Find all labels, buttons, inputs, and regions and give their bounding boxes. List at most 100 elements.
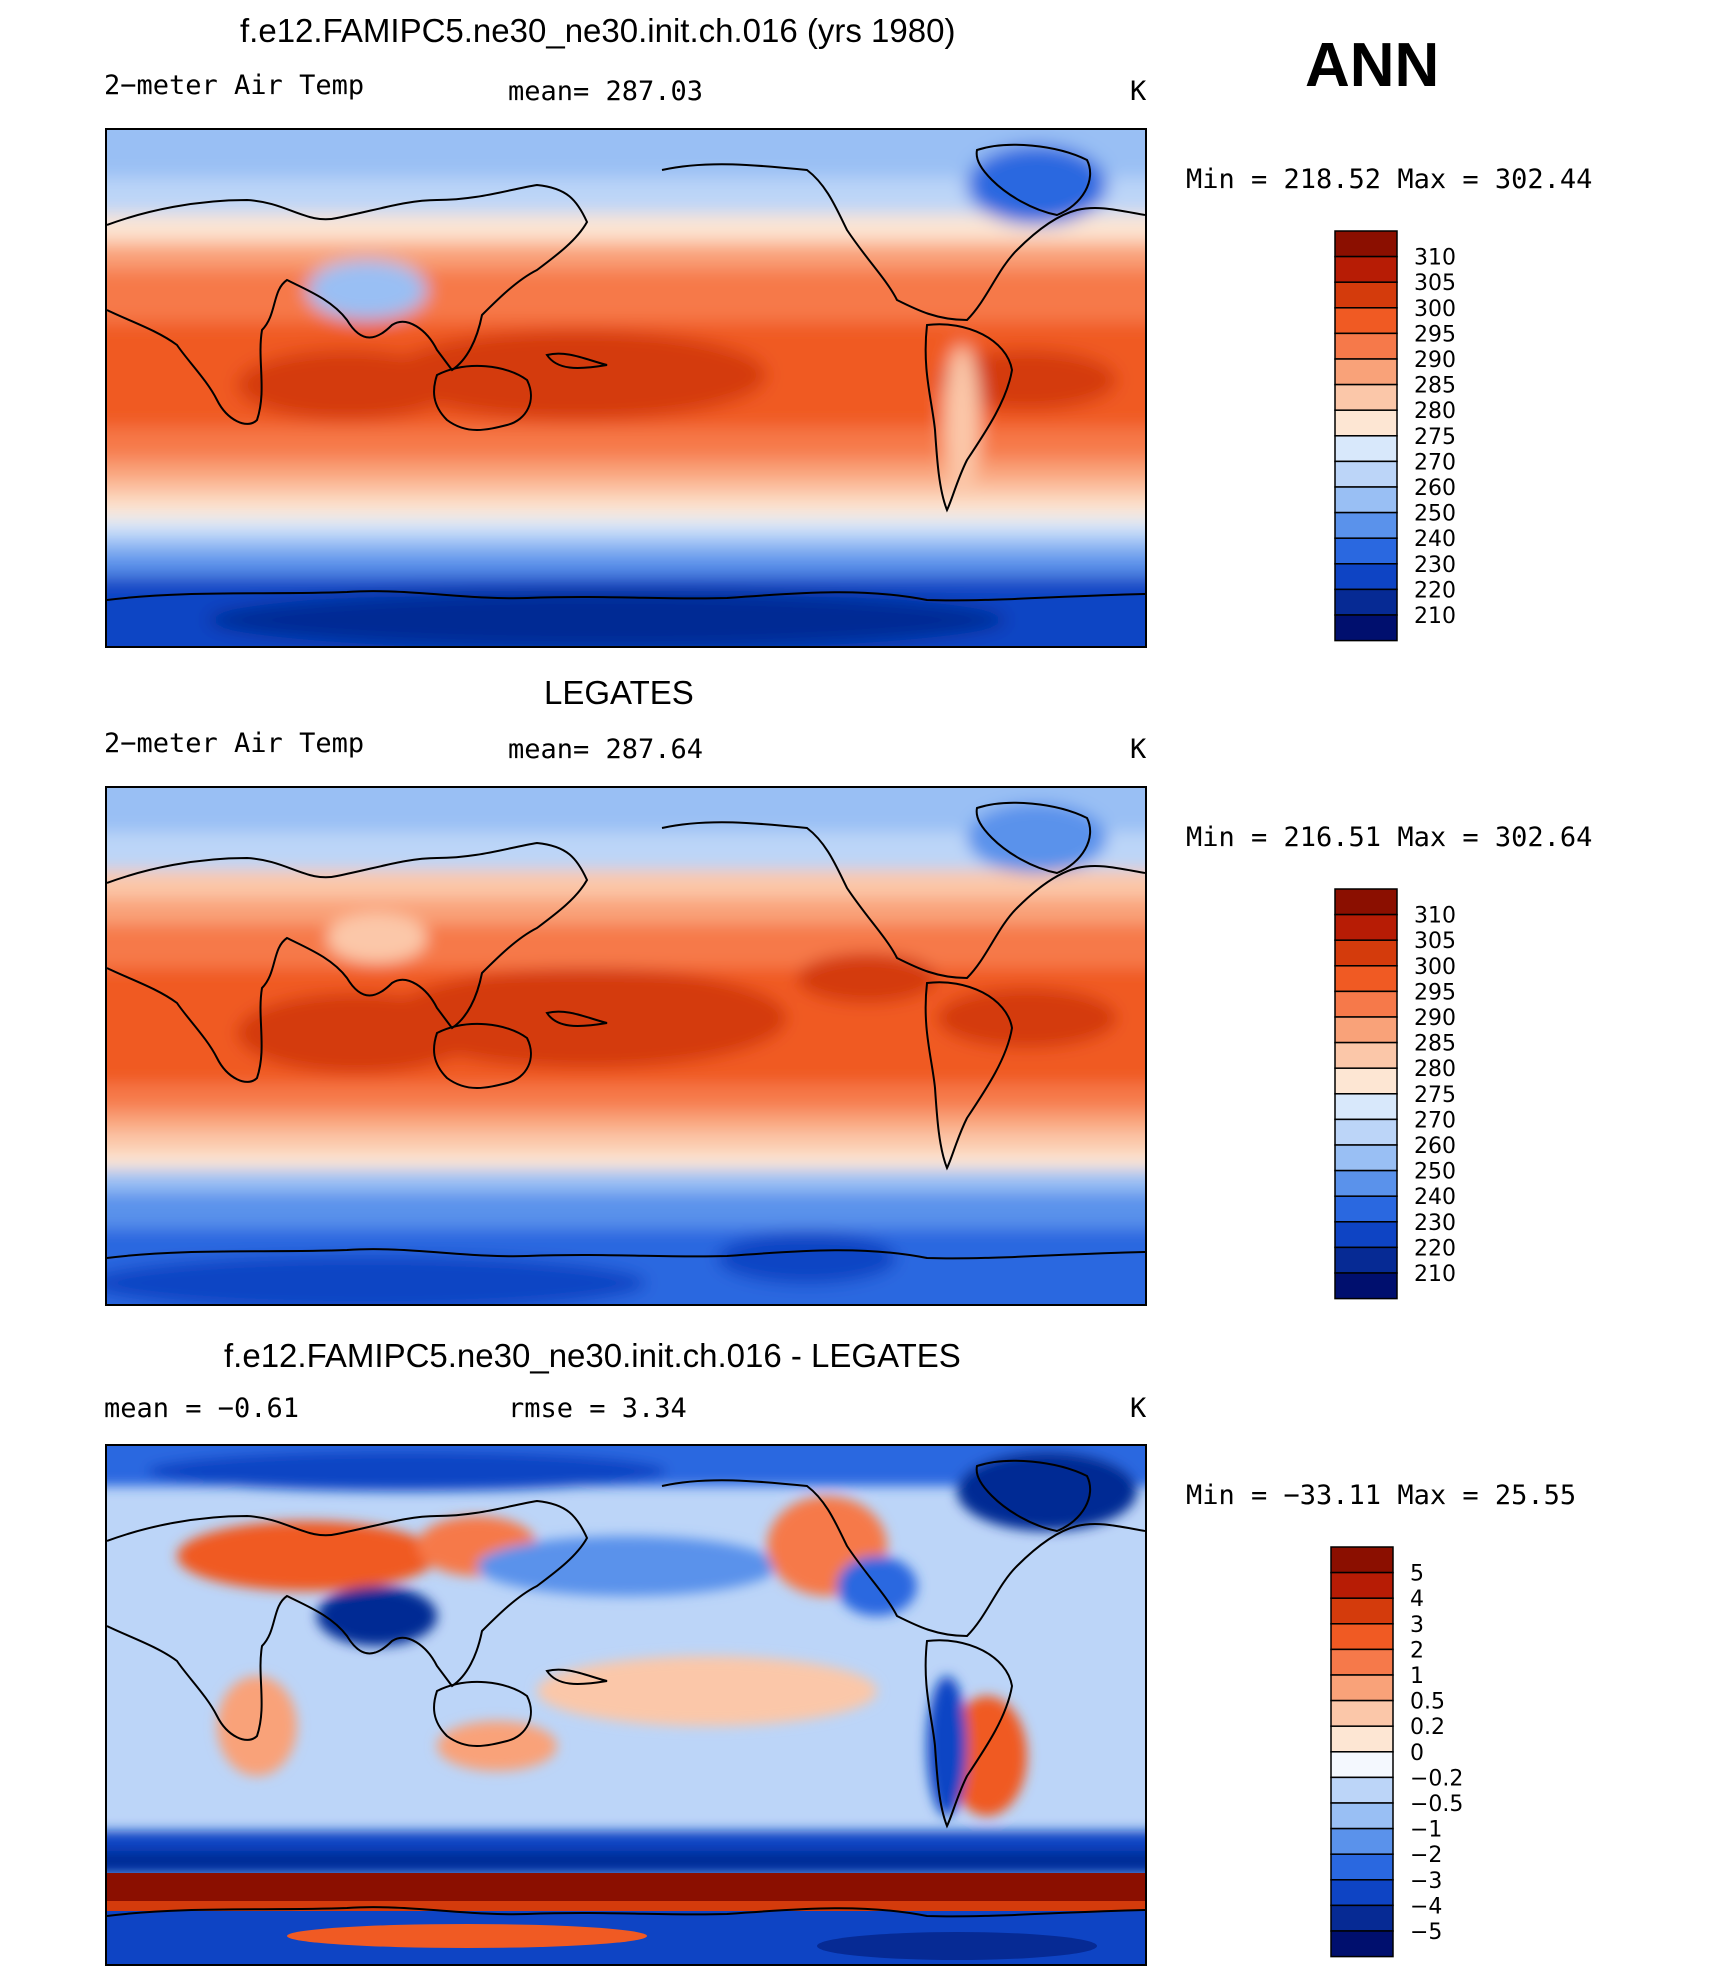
colorbar-svg: 3103053002952902852802752702602502402302…	[1334, 230, 1456, 642]
coastlines	[107, 1459, 1145, 1918]
colorbar-swatch	[1330, 1597, 1394, 1625]
panel2-minmax: Min = 216.51 Max = 302.64	[1186, 822, 1593, 853]
colorbar-tick-label: 295	[1414, 980, 1456, 1005]
colorbar-tick-label: 230	[1414, 553, 1456, 578]
colorbar-tick-label: 310	[1414, 246, 1456, 271]
colorbar-tick-label: 0	[1410, 1741, 1424, 1766]
colorbar-tick-label: 290	[1414, 348, 1456, 373]
colorbar-swatch	[1334, 1016, 1398, 1044]
band-tropics-north	[107, 924, 1145, 974]
colorbar-swatch	[1334, 435, 1398, 463]
colorbar-swatch	[1330, 1674, 1394, 1702]
colorbar-swatch	[1334, 1221, 1398, 1249]
colorbar-swatch	[1334, 1067, 1398, 1095]
colorbar-svg: 3103053002952902852802752702602502402302…	[1334, 888, 1456, 1300]
band-north-midlat-1	[107, 214, 1145, 244]
band-antarctic-coast-strong-positive	[107, 1873, 1145, 1903]
band-south-subpolar-1	[107, 518, 1145, 538]
colorbar-swatch	[1330, 1699, 1394, 1727]
colorbar-swatch	[1334, 965, 1398, 993]
colorbar-swatch	[1334, 486, 1398, 514]
colorbar-swatch	[1334, 1118, 1398, 1146]
colorbar-tick-label: 3	[1410, 1613, 1424, 1638]
colorbar-swatch	[1334, 332, 1398, 360]
greenland-cold	[967, 145, 1107, 225]
colorbar-tick-label: −2	[1410, 1843, 1442, 1868]
colorbar-tick-label: 275	[1414, 1083, 1456, 1108]
panel1-map	[105, 128, 1147, 648]
colorbar-tick-label: 270	[1414, 450, 1456, 475]
europe-positive	[177, 1521, 437, 1591]
colorbar-tick-label: 240	[1414, 527, 1456, 552]
colorbar-swatch	[1330, 1725, 1394, 1753]
colorbar-tick-label: 285	[1414, 374, 1456, 399]
colorbar-swatch	[1334, 460, 1398, 488]
colorbar-swatch	[1334, 614, 1398, 642]
colorbar-swatch	[1334, 990, 1398, 1018]
colorbar-tick-label: 1	[1410, 1664, 1424, 1689]
colorbar-tick-label: 220	[1414, 1236, 1456, 1261]
colorbar-tick-label: 295	[1414, 322, 1456, 347]
colorbar-swatch	[1334, 537, 1398, 565]
colorbar-tick-label: 305	[1414, 929, 1456, 954]
colorbar-swatch	[1330, 1879, 1394, 1907]
colorbar-tick-label: 300	[1414, 955, 1456, 980]
colorbar-swatch	[1330, 1751, 1394, 1779]
panel2-title: LEGATES	[544, 674, 694, 711]
band-north-midlat-2	[107, 242, 1145, 272]
panel3-map	[105, 1444, 1147, 1966]
tibet-strong-negative	[317, 1586, 437, 1646]
pacific-positive	[537, 1656, 877, 1726]
panel1-minmax: Min = 218.52 Max = 302.44	[1186, 164, 1593, 195]
arctic-strong-negative	[147, 1451, 667, 1491]
colorbar-tick-label: 285	[1414, 1032, 1456, 1057]
colorbar-tick-label: −4	[1410, 1894, 1442, 1919]
colorbar-tick-label: 260	[1414, 1134, 1456, 1159]
colorbar-tick-label: −3	[1410, 1869, 1442, 1894]
greenland-strong-negative	[957, 1451, 1137, 1531]
colorbar-tick-label: 250	[1414, 502, 1456, 527]
band-south-subpolar-2	[107, 1170, 1145, 1196]
colorbar-tick-label: 5	[1410, 1562, 1424, 1587]
pacific-north-negative	[477, 1536, 777, 1596]
colorbar-tick-label: −1	[1410, 1818, 1442, 1843]
colorbar-swatch	[1330, 1776, 1394, 1804]
colorbar-tick-label: 210	[1414, 1262, 1456, 1287]
colorbar-swatch	[1334, 281, 1398, 309]
panel3-title: f.e12.FAMIPC5.ne30_ne30.init.ch.016 - LE…	[224, 1337, 961, 1374]
band-tropics-south	[107, 428, 1145, 464]
season-label: ANN	[1305, 31, 1440, 100]
colorbar-swatch	[1334, 1272, 1398, 1300]
colorbar-tick-label: 300	[1414, 297, 1456, 322]
colorbar-swatch	[1334, 307, 1398, 335]
colorbar-swatch	[1334, 588, 1398, 616]
coastlines	[107, 801, 1145, 1260]
warm-caribbean	[797, 953, 937, 1003]
colorbar-tick-label: 310	[1414, 904, 1456, 929]
antarctica-deep	[107, 1255, 647, 1304]
panel3-minmax: Min = −33.11 Max = 25.55	[1186, 1480, 1577, 1511]
band-south-subpolar-1	[107, 1152, 1145, 1174]
band-south-midlat-2	[107, 1130, 1145, 1156]
colorbar-swatch	[1334, 1246, 1398, 1274]
panel3-colorbar: 5 4 3 2 1 0.5 0.2 0 −0.2 −0.5 −1 −2 −3 −4 −5	[1330, 1546, 1490, 1960]
panel2-units: K	[1130, 734, 1147, 765]
panel2-map	[105, 786, 1147, 1306]
panel1-title: f.e12.FAMIPC5.ne30_ne30.init.ch.016 (yrs…	[240, 12, 956, 49]
band-south-subpolar-2	[107, 534, 1145, 556]
andes-cool	[944, 345, 980, 495]
colorbar-tick-label: 290	[1414, 1006, 1456, 1031]
panel2-colorbar: 310 305 300 295 290 285 280 275 270 260 250 240 230 2…	[1334, 888, 1494, 1302]
band-south-midlat-3	[107, 500, 1145, 522]
colorbar-tick-label: 240	[1414, 1185, 1456, 1210]
colorbar-swatch	[1334, 563, 1398, 591]
colorbar-swatch	[1330, 1930, 1394, 1958]
colorbar-tick-label: 250	[1414, 1160, 1456, 1185]
colorbar-swatch	[1334, 1093, 1398, 1121]
colorbar-swatch	[1334, 1169, 1398, 1197]
colorbar-swatch	[1330, 1827, 1394, 1855]
colorbar-tick-label: −0.2	[1410, 1766, 1463, 1791]
colorbar-swatch	[1334, 409, 1398, 437]
colorbar-swatch	[1330, 1546, 1394, 1574]
panel2-mean: mean= 287.64	[508, 734, 704, 765]
